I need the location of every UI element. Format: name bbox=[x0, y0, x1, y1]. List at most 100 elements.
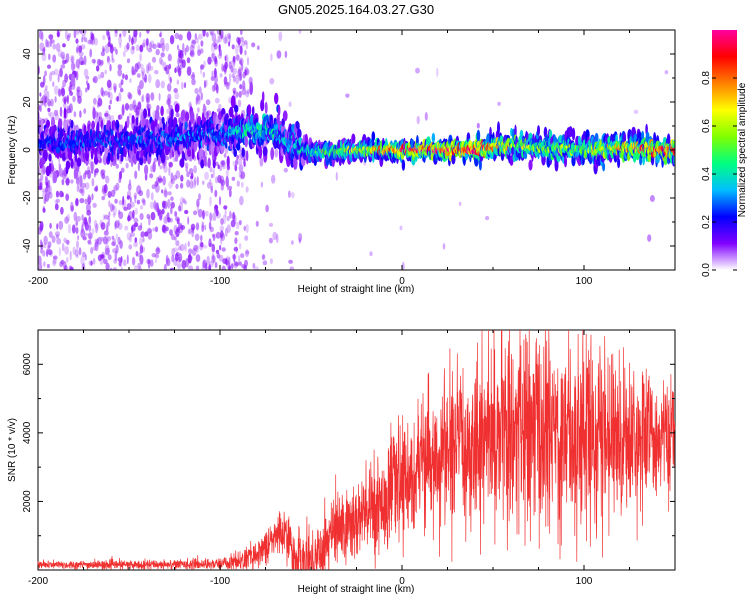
noise-speckle bbox=[147, 231, 153, 240]
noise-blob bbox=[169, 229, 173, 236]
noise-blob bbox=[228, 265, 232, 270]
figure-title: GN05.2025.164.03.27.G30 bbox=[278, 2, 434, 17]
noise-speckle bbox=[265, 204, 269, 213]
noise-speckle bbox=[200, 92, 203, 101]
noise-speckle bbox=[43, 261, 46, 267]
spectral-cell bbox=[537, 125, 540, 136]
noise-blob bbox=[55, 190, 60, 198]
noise-speckle bbox=[128, 34, 131, 43]
noise-speckle bbox=[224, 208, 227, 218]
noise-speckle bbox=[223, 36, 229, 45]
noise-blob bbox=[219, 244, 222, 251]
noise-speckle bbox=[224, 227, 228, 237]
noise-blob bbox=[109, 63, 112, 72]
noise-speckle bbox=[174, 32, 180, 39]
spectral-cell bbox=[401, 159, 406, 171]
noise-speckle bbox=[87, 194, 91, 205]
noise-blob bbox=[75, 46, 79, 54]
noise-speckle bbox=[219, 225, 225, 232]
noise-speckle bbox=[289, 266, 295, 270]
noise-speckle bbox=[204, 210, 209, 217]
noise-blob bbox=[174, 252, 179, 262]
noise-blob bbox=[186, 31, 192, 41]
noise-speckle bbox=[49, 38, 53, 48]
noise-speckle bbox=[274, 148, 279, 158]
noise-blob bbox=[111, 53, 114, 60]
noise-blob bbox=[223, 76, 228, 85]
noise-speckle bbox=[72, 95, 76, 103]
noise-speckle bbox=[58, 247, 61, 257]
noise-speckle bbox=[298, 237, 301, 244]
noise-blob bbox=[84, 198, 88, 205]
spectral-cell bbox=[170, 108, 174, 119]
noise-speckle bbox=[269, 77, 275, 85]
noise-blob bbox=[162, 175, 166, 186]
spectral-cell bbox=[179, 141, 184, 154]
noise-blob bbox=[64, 59, 68, 64]
noise-speckle bbox=[196, 37, 199, 44]
noise-blob bbox=[46, 40, 50, 48]
spectral-cell bbox=[258, 145, 263, 159]
noise-speckle bbox=[187, 228, 192, 235]
colorbar-tick-label: 0.6 bbox=[701, 119, 712, 133]
noise-blob bbox=[242, 71, 246, 79]
noise-blob bbox=[109, 44, 113, 49]
noise-speckle bbox=[187, 216, 190, 225]
noise-speckle bbox=[40, 262, 43, 269]
noise-blob bbox=[217, 164, 220, 169]
noise-blob bbox=[218, 44, 221, 50]
noise-blob bbox=[178, 253, 183, 263]
noise-speckle bbox=[220, 218, 224, 225]
noise-blob bbox=[234, 237, 238, 245]
noise-speckle bbox=[53, 85, 59, 95]
noise-blob bbox=[104, 112, 109, 117]
noise-blob bbox=[83, 108, 87, 114]
noise-speckle bbox=[128, 112, 132, 118]
noise-blob bbox=[173, 174, 178, 181]
noise-speckle bbox=[60, 64, 66, 69]
noise-blob bbox=[186, 57, 191, 64]
noise-blob bbox=[181, 59, 186, 68]
noise-speckle bbox=[647, 234, 652, 242]
noise-blob bbox=[65, 178, 70, 186]
noise-speckle bbox=[221, 159, 226, 170]
noise-speckle bbox=[105, 247, 110, 256]
noise-blob bbox=[179, 182, 184, 189]
noise-blob bbox=[105, 262, 110, 270]
spectral-cell bbox=[46, 119, 50, 128]
noise-speckle bbox=[192, 179, 197, 189]
noise-speckle bbox=[226, 215, 230, 222]
noise-speckle bbox=[239, 36, 244, 42]
noise-blob bbox=[164, 155, 170, 161]
noise-speckle bbox=[186, 171, 190, 178]
noise-blob bbox=[47, 249, 53, 256]
noise-speckle bbox=[69, 250, 72, 261]
noise-blob bbox=[169, 267, 175, 270]
noise-blob bbox=[243, 265, 248, 270]
noise-speckle bbox=[204, 144, 208, 153]
noise-blob bbox=[56, 31, 61, 38]
noise-speckle bbox=[206, 255, 210, 266]
noise-blob bbox=[139, 244, 144, 254]
noise-blob bbox=[69, 91, 74, 96]
noise-blob bbox=[110, 203, 114, 213]
noise-speckle bbox=[104, 69, 107, 75]
noise-speckle bbox=[88, 224, 92, 232]
spectral-cell bbox=[40, 118, 44, 131]
noise-speckle bbox=[38, 166, 41, 176]
spectral-cell bbox=[200, 159, 205, 169]
noise-speckle bbox=[115, 244, 119, 254]
noise-speckle bbox=[75, 177, 80, 185]
noise-speckle bbox=[228, 97, 232, 104]
noise-blob bbox=[206, 111, 209, 120]
noise-blob bbox=[130, 232, 135, 237]
noise-blob bbox=[220, 34, 224, 40]
noise-speckle bbox=[229, 73, 232, 83]
noise-speckle bbox=[109, 91, 113, 102]
noise-speckle bbox=[224, 34, 228, 44]
noise-blob bbox=[157, 177, 163, 183]
noise-speckle bbox=[191, 71, 195, 78]
noise-blob bbox=[181, 259, 187, 270]
noise-blob bbox=[78, 56, 84, 66]
